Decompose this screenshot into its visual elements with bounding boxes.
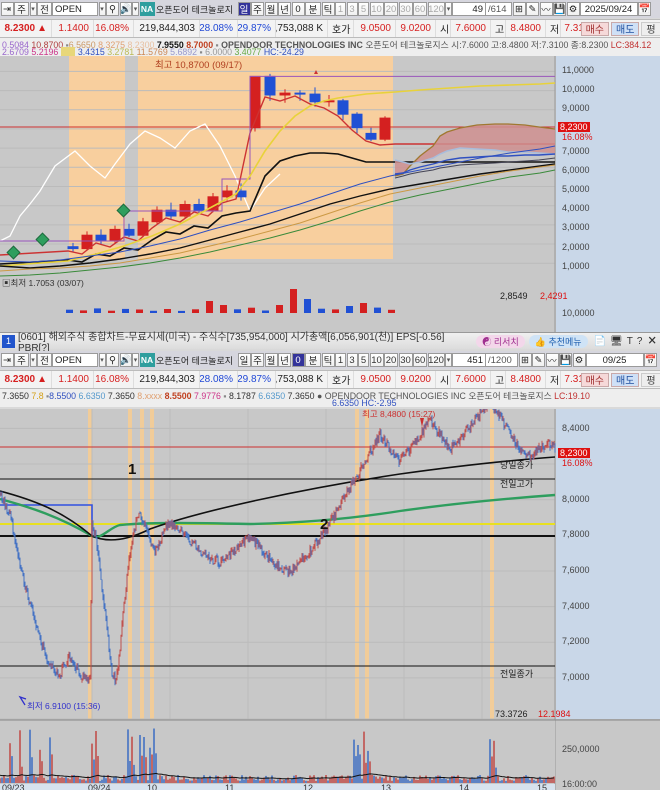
svg-text:최저 6.9100 (15:36): 최저 6.9100 (15:36) [27, 701, 100, 711]
svg-text:2: 2 [320, 516, 328, 533]
svg-text:▣최저 1.7053 (03/07): ▣최저 1.7053 (03/07) [2, 278, 84, 288]
svg-text:최고 10,8700 (09/17): 최고 10,8700 (09/17) [155, 60, 242, 71]
svg-text:1: 1 [128, 461, 136, 478]
svg-text:최고 8,4800 (15:27): 최고 8,4800 (15:27) [362, 409, 435, 419]
